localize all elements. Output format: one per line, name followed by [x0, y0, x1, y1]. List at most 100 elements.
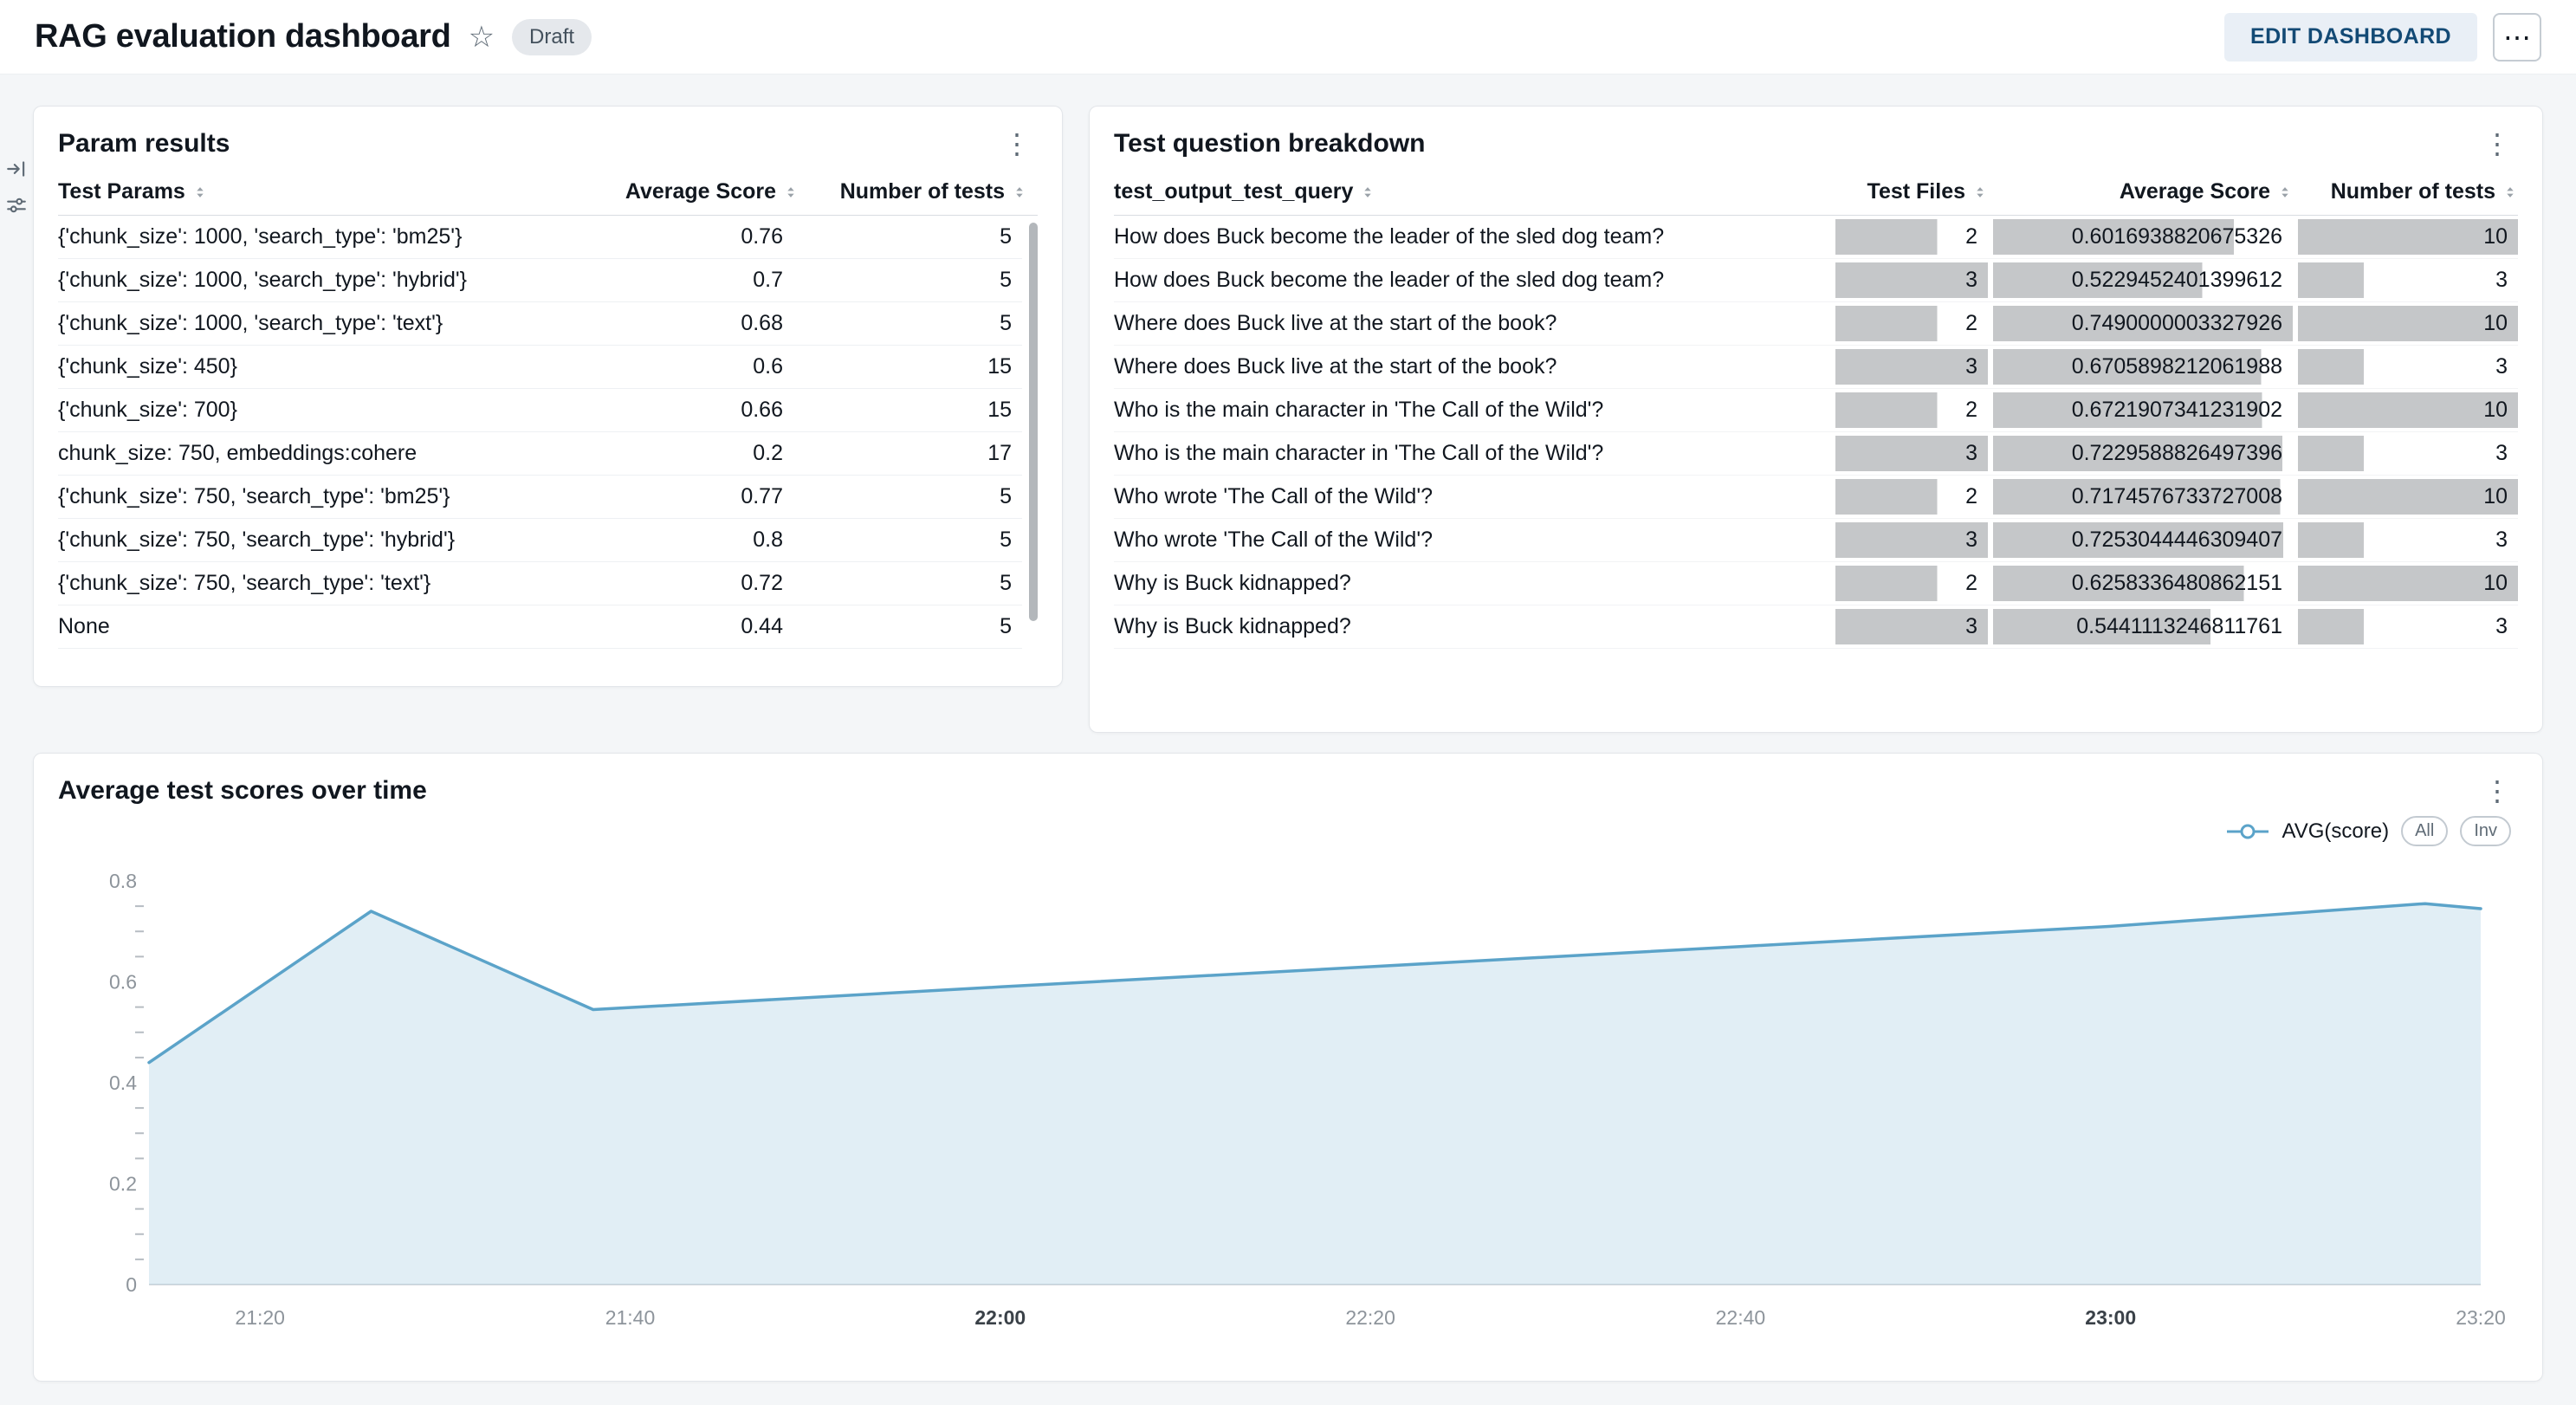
- card-scores-over-time: Average test scores over time ⋮ AVG(scor…: [33, 753, 2543, 1382]
- cell-test-query: Why is Buck kidnapped?: [1114, 571, 1351, 595]
- card-menu-button[interactable]: ⋮: [2476, 130, 2518, 158]
- cell-number-of-tests: 10: [2298, 216, 2518, 258]
- table-row[interactable]: None 0.44 5: [58, 605, 1022, 649]
- sort-icon: [197, 186, 204, 197]
- card-menu-button[interactable]: ⋮: [996, 130, 1038, 158]
- svg-text:23:00: 23:00: [2085, 1306, 2136, 1329]
- cell-number-of-tests: 3: [2298, 519, 2518, 561]
- cell-test-params: None: [58, 614, 110, 638]
- cell-value: 3: [1965, 614, 1977, 638]
- cell-average-score: 0.6016938820675326: [1993, 216, 2293, 258]
- cell-average-score: 0.68: [741, 311, 783, 335]
- table-row[interactable]: Where does Buck live at the start of the…: [1114, 346, 2518, 389]
- status-badge: Draft: [512, 18, 592, 55]
- sort-icon: [787, 186, 794, 197]
- star-icon[interactable]: ☆: [468, 20, 495, 54]
- cell-test-params: {'chunk_size': 1000, 'search_type': 'bm2…: [58, 224, 463, 249]
- table-row[interactable]: {'chunk_size': 750, 'search_type': 'hybr…: [58, 519, 1022, 562]
- table-row[interactable]: {'chunk_size': 750, 'search_type': 'text…: [58, 562, 1022, 605]
- cell-value: 2: [1965, 484, 1977, 508]
- cell-average-score: 0.7: [753, 268, 783, 292]
- table-header: test_output_test_query Test Files Averag…: [1114, 169, 2518, 216]
- more-options-button[interactable]: ⋯: [2493, 12, 2541, 62]
- table-row[interactable]: Why is Buck kidnapped? 2 0.625833648086215…: [1114, 562, 2518, 605]
- cell-value: 3: [2495, 441, 2508, 465]
- column-header-average-score[interactable]: Average Score: [622, 179, 830, 204]
- cell-number-of-tests: 5: [1000, 268, 1012, 292]
- table-row[interactable]: Why is Buck kidnapped? 3 0.544111324681176…: [1114, 605, 2518, 649]
- column-header-test-params[interactable]: Test Params: [58, 179, 622, 204]
- cell-test-query: How does Buck become the leader of the s…: [1114, 268, 1665, 292]
- cell-value: 10: [2483, 398, 2508, 422]
- sort-icon: [1364, 186, 1372, 197]
- cell-value: 3: [1965, 354, 1977, 379]
- cell-number-of-tests: 10: [2298, 302, 2518, 345]
- cell-value: 2: [1965, 398, 1977, 422]
- table-row[interactable]: Who is the main character in 'The Call o…: [1114, 432, 2518, 476]
- table-row[interactable]: {'chunk_size': 750, 'search_type': 'bm25…: [58, 476, 1022, 519]
- cell-average-score: 0.5229452401399612: [1993, 259, 2293, 301]
- sort-icon: [2507, 186, 2514, 197]
- cell-average-score: 0.7253044446309407: [1993, 519, 2293, 561]
- legend-marker-icon[interactable]: [2225, 822, 2270, 841]
- cell-average-score: 0.76: [741, 224, 783, 249]
- column-header-test-query[interactable]: test_output_test_query: [1114, 179, 1830, 204]
- column-label: Test Params: [58, 179, 185, 204]
- cell-value: 10: [2483, 311, 2508, 335]
- cell-test-files: 2: [1835, 302, 1988, 345]
- cell-average-score: 0.72: [741, 571, 783, 595]
- column-header-number-of-tests[interactable]: Number of tests: [2298, 179, 2518, 204]
- table-row[interactable]: Who wrote 'The Call of the Wild'? 3 0.7253…: [1114, 519, 2518, 562]
- cell-average-score: 0.66: [741, 398, 783, 422]
- table-row[interactable]: How does Buck become the leader of the s…: [1114, 216, 2518, 259]
- table-row[interactable]: {'chunk_size': 1000, 'search_type': 'hyb…: [58, 259, 1022, 302]
- column-header-test-files[interactable]: Test Files: [1835, 179, 1988, 204]
- scrollbar-thumb[interactable]: [1029, 223, 1038, 621]
- table-row[interactable]: How does Buck become the leader of the s…: [1114, 259, 2518, 302]
- cell-test-query: Who is the main character in 'The Call o…: [1114, 441, 1604, 465]
- cell-test-files: 2: [1835, 389, 1988, 431]
- sort-icon: [1977, 186, 1984, 197]
- cell-test-files: 3: [1835, 259, 1988, 301]
- svg-text:0.4: 0.4: [109, 1072, 137, 1094]
- cell-average-score: 0.77: [741, 484, 783, 508]
- cell-test-files: 3: [1835, 432, 1988, 475]
- cell-number-of-tests: 10: [2298, 389, 2518, 431]
- card-title: Test question breakdown: [1114, 129, 1426, 158]
- card-menu-button[interactable]: ⋮: [2476, 777, 2518, 805]
- svg-text:21:20: 21:20: [235, 1306, 285, 1329]
- cell-number-of-tests: 5: [1000, 571, 1012, 595]
- table-row[interactable]: Who wrote 'The Call of the Wild'? 2 0.7174…: [1114, 476, 2518, 519]
- column-header-average-score[interactable]: Average Score: [1993, 179, 2293, 204]
- cell-value: 10: [2483, 484, 2508, 508]
- cell-number-of-tests: 10: [2298, 562, 2518, 605]
- chart-legend: AVG(score) All Inv: [58, 816, 2518, 846]
- cell-test-query: Why is Buck kidnapped?: [1114, 614, 1351, 638]
- edit-dashboard-button[interactable]: EDIT DASHBOARD: [2224, 12, 2477, 62]
- table-row[interactable]: {'chunk_size': 700} 0.66 15: [58, 389, 1022, 432]
- table-scrollbar[interactable]: [1029, 223, 1038, 642]
- legend-pill-inv[interactable]: Inv: [2460, 816, 2511, 846]
- cell-average-score: 0.6: [753, 354, 783, 379]
- expand-panel-icon[interactable]: [5, 158, 28, 180]
- cell-value: 3: [1965, 441, 1977, 465]
- table-row[interactable]: Who is the main character in 'The Call o…: [1114, 389, 2518, 432]
- cell-number-of-tests: 15: [987, 398, 1012, 422]
- card-title: Param results: [58, 129, 230, 158]
- table-row[interactable]: {'chunk_size': 1000, 'search_type': 'tex…: [58, 302, 1022, 346]
- table-header: Test Params Average Score Number of test…: [58, 169, 1038, 216]
- cell-average-score: 0.6705898212061988: [1993, 346, 2293, 388]
- legend-pill-all[interactable]: All: [2401, 816, 2449, 846]
- column-header-number-of-tests[interactable]: Number of tests: [830, 179, 1038, 204]
- filters-icon[interactable]: [5, 194, 28, 217]
- svg-text:0.6: 0.6: [109, 971, 137, 994]
- sort-icon: [1016, 186, 1023, 197]
- table-row[interactable]: {'chunk_size': 1000, 'search_type': 'bm2…: [58, 216, 1022, 259]
- table-row[interactable]: chunk_size: 750, embeddings:cohere 0.2 17: [58, 432, 1022, 476]
- table-row[interactable]: Where does Buck live at the start of the…: [1114, 302, 2518, 346]
- cell-value: 3: [2495, 354, 2508, 379]
- table-row[interactable]: {'chunk_size': 450} 0.6 15: [58, 346, 1022, 389]
- cell-value: 0.6705898212061988: [2071, 354, 2282, 379]
- scores-chart[interactable]: 0 0.2 0.4 0.6 0.8 21:20 21:40 22:00 22:20 22:40 23…: [58, 869, 2518, 1337]
- svg-text:0: 0: [126, 1273, 137, 1296]
